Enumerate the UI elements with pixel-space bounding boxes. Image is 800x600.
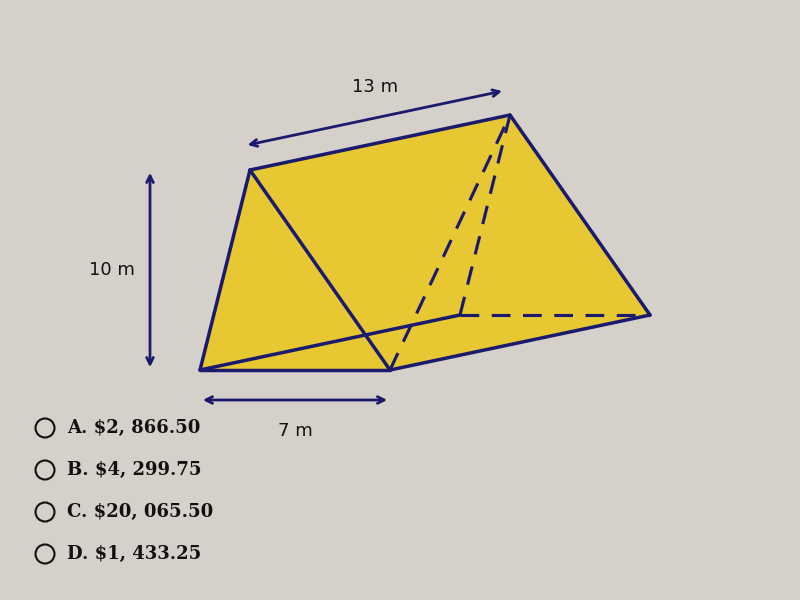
Text: 10 m: 10 m — [89, 261, 135, 279]
Text: D. $1, 433.25: D. $1, 433.25 — [67, 545, 202, 563]
Polygon shape — [250, 115, 650, 370]
Text: 13 m: 13 m — [352, 78, 398, 96]
Text: B. $4, 299.75: B. $4, 299.75 — [67, 461, 202, 479]
Polygon shape — [200, 315, 650, 370]
Text: 7 m: 7 m — [278, 422, 312, 440]
Text: C. $20, 065.50: C. $20, 065.50 — [67, 503, 214, 521]
Polygon shape — [200, 115, 510, 370]
Polygon shape — [200, 170, 390, 370]
Text: A. $2, 866.50: A. $2, 866.50 — [67, 419, 200, 437]
